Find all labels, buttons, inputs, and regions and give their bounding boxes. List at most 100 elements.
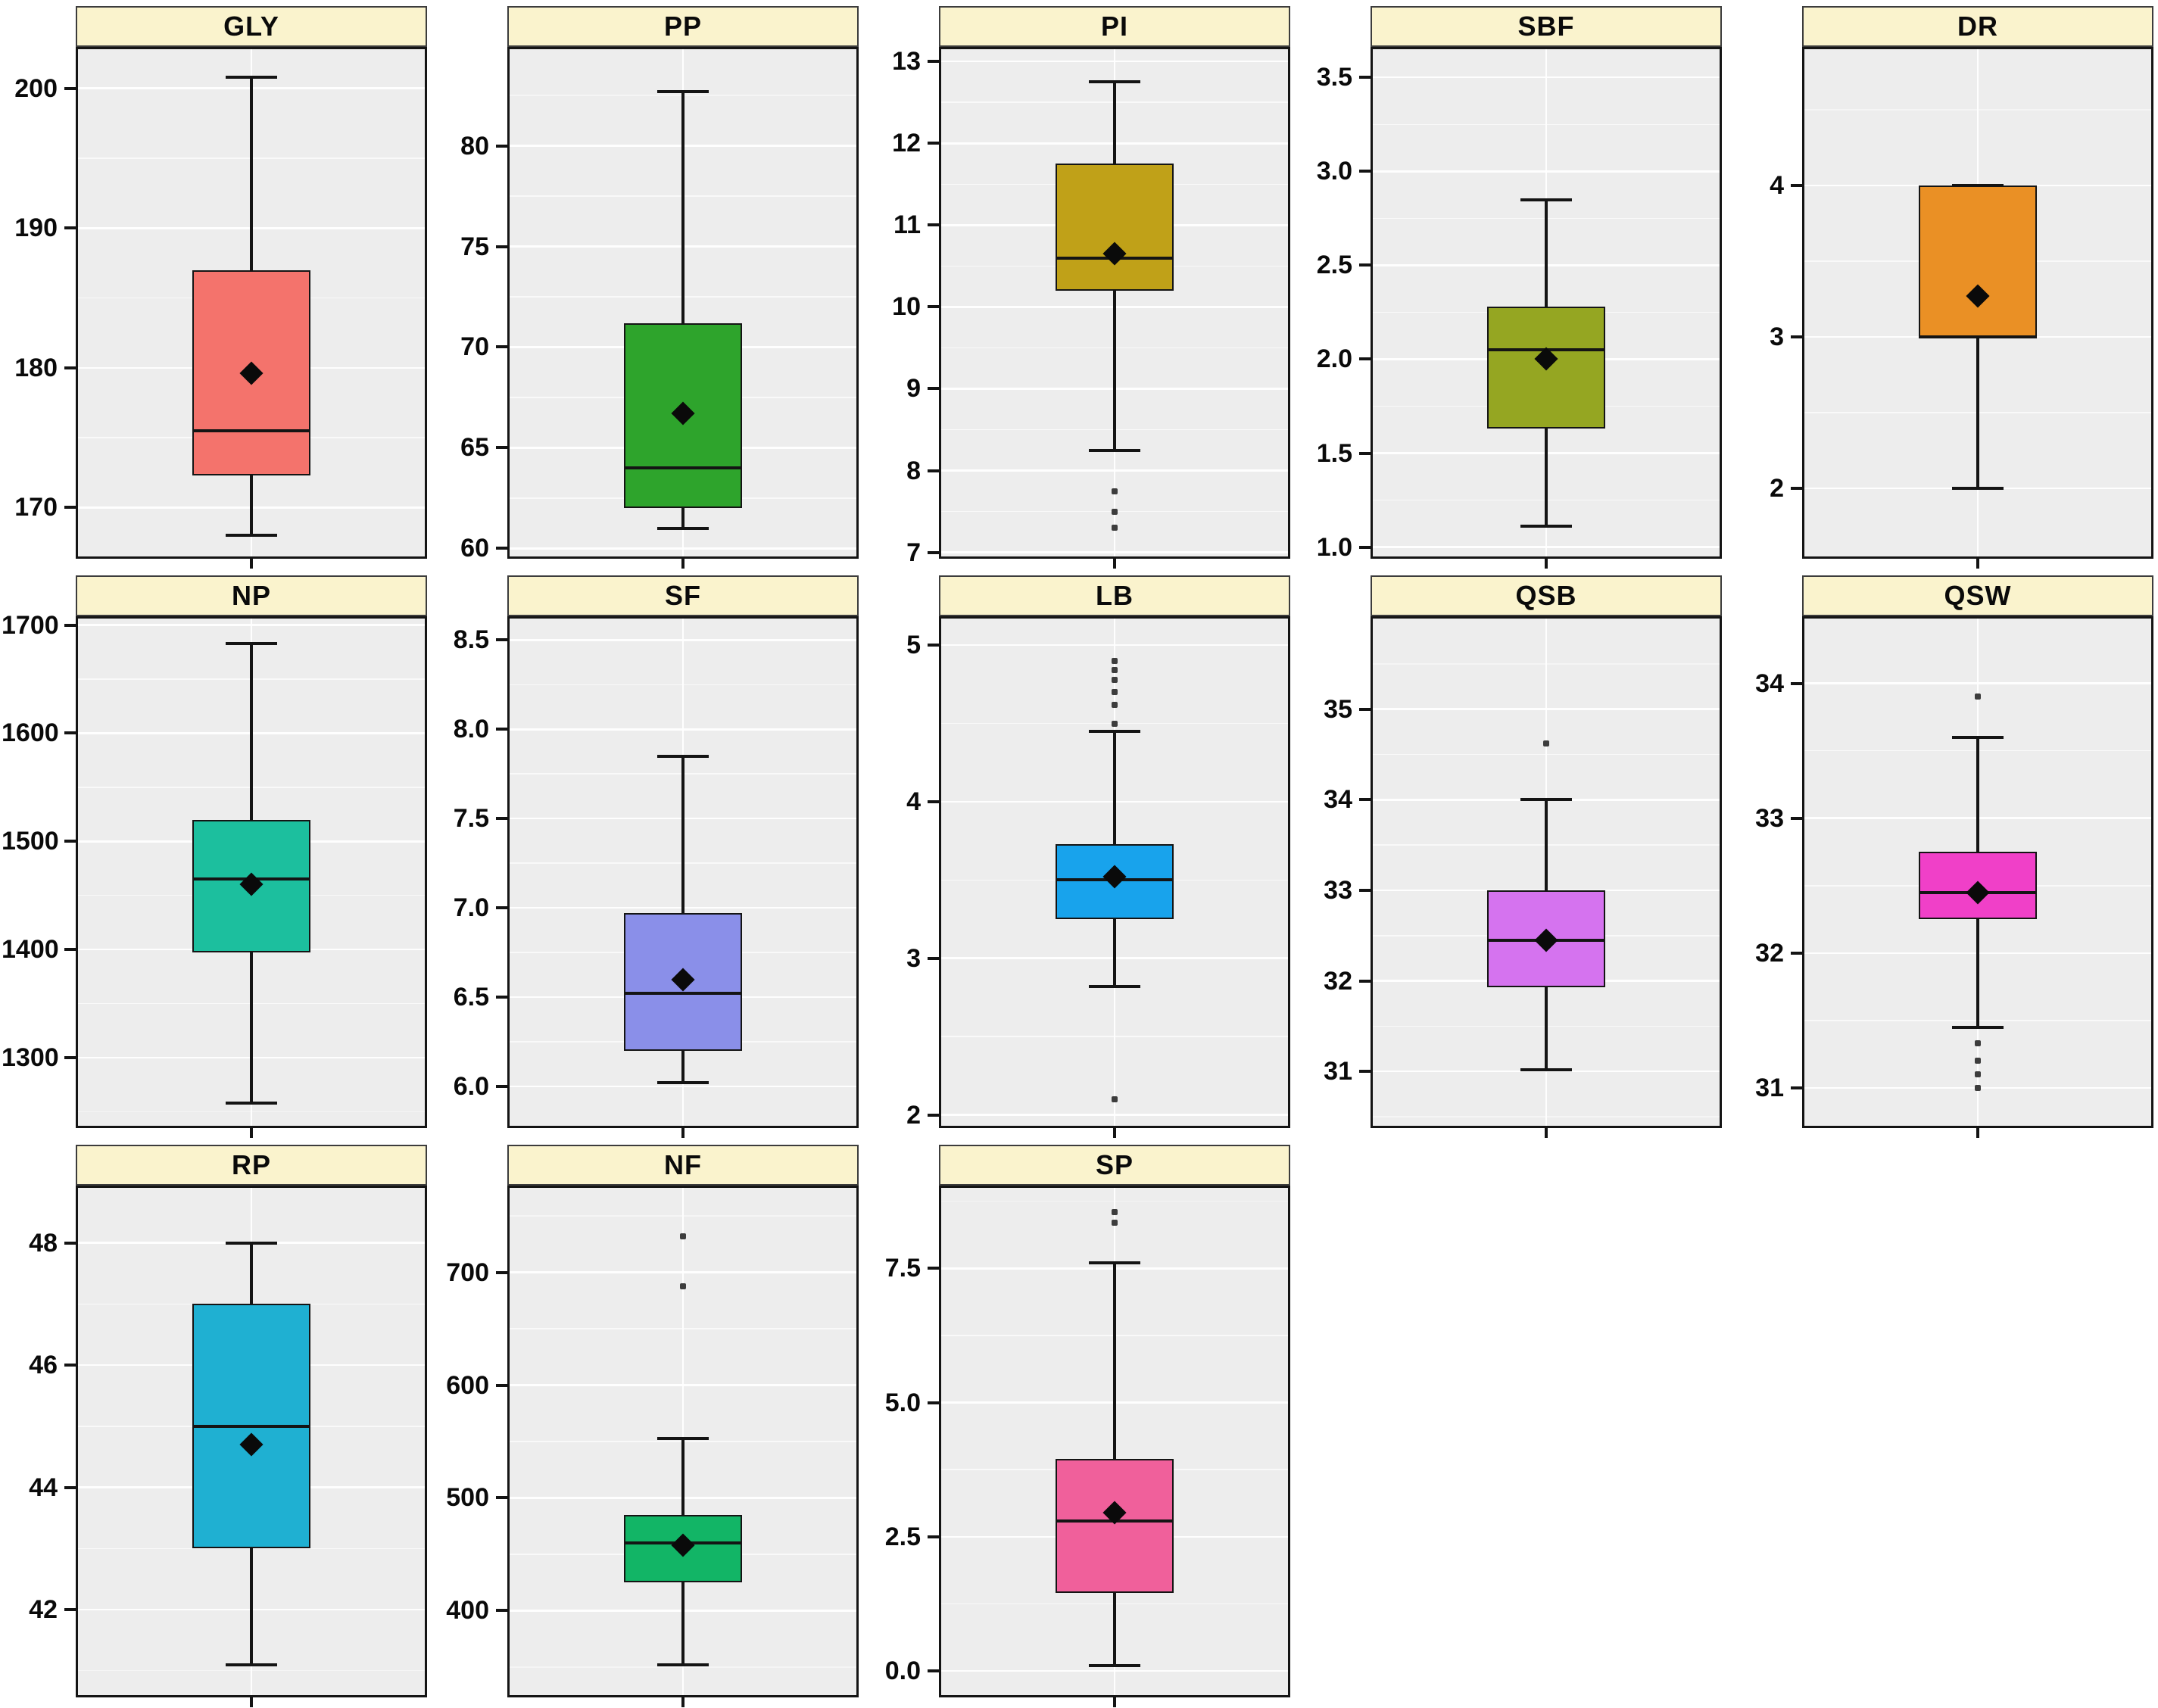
whisker-cap-low <box>1088 448 1141 452</box>
panel-title: NF <box>664 1149 702 1180</box>
y-tick-mark <box>928 1535 939 1538</box>
y-tick-mark <box>1791 1086 1802 1090</box>
facet-cell-lb: 2 3 4 5 LB <box>863 569 1295 1139</box>
y-tick-label: 11 <box>893 210 921 240</box>
y-tick-label: 7 <box>906 538 921 567</box>
panel-title: QSW <box>1944 580 2012 611</box>
y-tick-mark <box>928 644 939 647</box>
y-gridline-minor <box>1373 663 1720 665</box>
y-axis: 60 65 70 75 80 <box>432 0 507 569</box>
y-axis: 31 32 33 34 35 <box>1295 569 1371 1139</box>
facet-cell-pp: 60 65 70 75 80 PP <box>432 0 863 569</box>
y-tick-mark <box>496 446 507 450</box>
y-tick-label: 1.0 <box>1316 532 1352 562</box>
facet-cell-np: 1300 1400 1500 1600 1700 NP <box>0 569 432 1139</box>
y-tick-mark <box>496 906 507 910</box>
outlier-point <box>1112 689 1118 696</box>
y-gridline-major <box>510 547 856 550</box>
y-tick-label: 33 <box>1755 803 1784 833</box>
y-tick-label: 5.0 <box>884 1388 921 1417</box>
y-tick-mark <box>1791 184 1802 187</box>
y-tick-mark <box>64 1241 76 1245</box>
y-tick-mark <box>496 245 507 248</box>
y-tick-label: 3.5 <box>1316 63 1352 92</box>
panel-plot <box>939 1186 1290 1697</box>
y-tick-label: 6.5 <box>453 983 489 1012</box>
y-tick-mark <box>496 1496 507 1500</box>
y-tick-mark <box>496 547 507 550</box>
y-tick-mark <box>928 1669 939 1673</box>
y-tick-mark <box>496 144 507 148</box>
y-tick-label: 8.5 <box>453 625 489 655</box>
y-tick-mark <box>64 840 76 843</box>
y-axis: 7 8 9 10 11 12 13 <box>863 0 939 569</box>
y-tick-mark <box>1359 76 1371 79</box>
y-gridline-minor <box>510 1328 856 1329</box>
y-tick-label: 70 <box>460 332 489 362</box>
outlier-point <box>1543 740 1549 747</box>
y-axis: 1300 1400 1500 1600 1700 <box>0 569 76 1139</box>
whisker-cap-high <box>656 1436 709 1440</box>
outlier-point <box>1112 720 1118 727</box>
y-axis: 6.0 6.5 7.0 7.5 8.0 8.5 <box>432 569 507 1139</box>
whisker-cap-high <box>1088 729 1141 733</box>
y-tick-mark <box>928 469 939 472</box>
y-tick-mark <box>496 996 507 999</box>
y-gridline-major <box>1373 708 1720 710</box>
outlier-point <box>1975 693 1981 700</box>
y-gridline-minor <box>510 684 856 686</box>
y-tick-mark <box>1359 451 1371 455</box>
y-tick-label: 35 <box>1324 694 1352 724</box>
iqr-box <box>1056 164 1174 291</box>
panel-title: LB <box>1096 580 1134 611</box>
whisker-cap-low <box>1520 525 1573 528</box>
y-tick-label: 200 <box>14 73 58 103</box>
whisker-cap-high <box>1088 1261 1141 1265</box>
median-line <box>192 429 310 432</box>
y-tick-label: 400 <box>446 1596 489 1625</box>
y-tick-label: 2.5 <box>884 1522 921 1551</box>
y-tick-mark <box>1791 335 1802 338</box>
y-gridline-major <box>941 644 1288 647</box>
y-tick-label: 3 <box>906 943 921 973</box>
y-tick-mark <box>64 1364 76 1367</box>
panel: SBF <box>1371 6 1722 559</box>
y-tick-mark <box>1359 979 1371 983</box>
y-axis: 2 3 4 5 <box>863 569 939 1139</box>
panel-plot <box>507 616 859 1128</box>
whisker-cap-low <box>225 534 278 538</box>
panel-header: NF <box>507 1145 859 1186</box>
y-tick-label: 0.0 <box>884 1657 921 1686</box>
facet-cell-qsw: 31 32 33 34 QSW <box>1726 569 2158 1139</box>
x-tick-mark <box>1113 559 1116 569</box>
y-tick-mark <box>496 817 507 821</box>
panel-plot <box>1802 616 2153 1128</box>
y-tick-label: 7.5 <box>453 804 489 834</box>
y-tick-mark <box>1359 1070 1371 1074</box>
panel-plot <box>76 1186 427 1697</box>
y-tick-label: 32 <box>1324 966 1352 996</box>
panel-plot <box>1371 47 1722 559</box>
panel-title: DR <box>1957 11 1998 42</box>
panel-header: SP <box>939 1145 1290 1186</box>
panel: SF <box>507 575 859 1128</box>
y-tick-mark <box>1359 545 1371 549</box>
whisker-cap-low <box>1951 487 2004 490</box>
whisker-cap-low <box>656 526 709 530</box>
y-tick-label: 180 <box>14 353 58 382</box>
y-gridline-minor <box>1373 753 1720 756</box>
y-tick-mark <box>928 1401 939 1404</box>
y-tick-mark <box>64 226 76 230</box>
y-gridline-minor <box>78 1111 425 1113</box>
whisker-cap-low <box>225 1102 278 1105</box>
outlier-point <box>680 1233 686 1240</box>
facet-cell-rp: 42 44 46 48 RP <box>0 1139 432 1708</box>
y-tick-label: 31 <box>1324 1057 1352 1086</box>
panel-header: PP <box>507 6 859 47</box>
panel: NP <box>76 575 427 1128</box>
panel-plot <box>507 47 859 559</box>
y-tick-label: 33 <box>1324 875 1352 905</box>
y-tick-label: 13 <box>892 47 921 76</box>
panel: LB <box>939 575 1290 1128</box>
y-gridline-minor <box>941 1200 1288 1202</box>
